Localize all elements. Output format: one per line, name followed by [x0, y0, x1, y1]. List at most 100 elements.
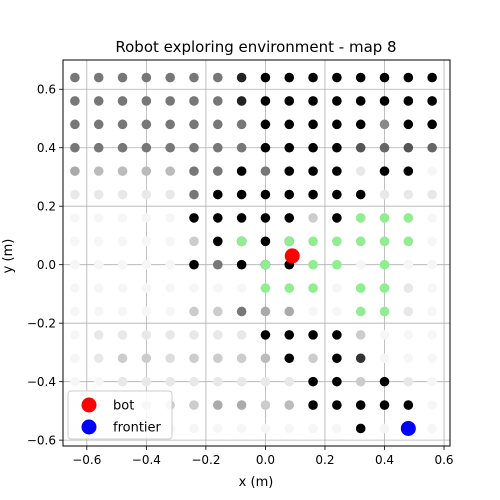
occupancy-cell: [93, 96, 104, 106]
explored-point: [403, 213, 414, 223]
occupancy-cell: [379, 376, 390, 387]
y-tick-label: 0.0: [37, 258, 56, 272]
occupancy-cell: [308, 96, 318, 106]
occupancy-cell: [117, 236, 128, 247]
occupancy-cell: [165, 283, 175, 293]
occupancy-cell: [284, 213, 295, 223]
occupancy-cell: [70, 236, 80, 247]
occupancy-cell: [117, 353, 128, 364]
occupancy-cell: [189, 72, 199, 83]
chart-title: Robot exploring environment - map 8: [115, 38, 396, 56]
occupancy-cell: [213, 306, 223, 317]
occupancy-cell: [213, 166, 223, 176]
explored-point: [260, 283, 271, 293]
occupancy-cell: [332, 119, 342, 130]
occupancy-cell: [213, 142, 223, 153]
occupancy-cell: [403, 72, 414, 83]
explored-point: [403, 236, 414, 247]
occupancy-cell: [213, 376, 223, 387]
occupancy-cell: [117, 72, 128, 83]
occupancy-cell: [332, 72, 342, 83]
occupancy-cell: [427, 306, 437, 317]
occupancy-cell: [355, 376, 366, 387]
occupancy-cell: [332, 96, 342, 106]
occupancy-cell: [93, 142, 104, 153]
occupancy-cell: [403, 166, 414, 176]
occupancy-cell: [284, 306, 295, 317]
occupancy-cell: [189, 189, 199, 200]
occupancy-cell: [403, 330, 414, 340]
occupancy-cell: [379, 119, 390, 130]
occupancy-cell: [213, 283, 223, 293]
occupancy-cell: [260, 353, 271, 364]
occupancy-cell: [236, 166, 247, 176]
occupancy-cell: [213, 400, 223, 410]
explored-point: [379, 213, 390, 223]
occupancy-cell: [427, 376, 437, 387]
occupancy-cell: [70, 213, 80, 223]
occupancy-cell: [260, 72, 271, 83]
y-tick-label: 0.4: [37, 141, 56, 155]
occupancy-cell: [236, 72, 247, 83]
occupancy-cell: [93, 330, 104, 340]
occupancy-cell: [213, 96, 223, 106]
frontier-marker: [400, 420, 416, 436]
occupancy-cell: [236, 353, 247, 364]
occupancy-cell: [236, 400, 247, 410]
occupancy-cell: [93, 236, 104, 247]
occupancy-cell: [355, 119, 366, 130]
occupancy-cell: [93, 259, 104, 270]
occupancy-cell: [308, 353, 318, 364]
occupancy-cell: [403, 259, 414, 270]
occupancy-cell: [308, 330, 318, 340]
legend-label-bot: bot: [113, 399, 134, 414]
occupancy-cell: [189, 330, 199, 340]
x-axis-label: x (m): [239, 475, 274, 490]
occupancy-cell: [308, 166, 318, 176]
occupancy-cell: [308, 376, 318, 387]
x-axis-ticks: −0.6 −0.4 −0.2 0.0 0.2 0.4 0.6: [72, 446, 454, 467]
occupancy-cell: [213, 353, 223, 364]
occupancy-cell: [403, 119, 414, 130]
occupancy-cell: [93, 353, 104, 364]
occupancy-cell: [427, 166, 437, 176]
occupancy-cell: [332, 423, 342, 434]
occupancy-cell: [332, 166, 342, 176]
explored-point: [236, 236, 247, 247]
occupancy-cell: [260, 142, 271, 153]
y-tick-label: −0.4: [27, 375, 56, 389]
occupancy-cell: [236, 306, 247, 317]
occupancy-cell: [189, 423, 199, 434]
occupancy-cell: [403, 376, 414, 387]
occupancy-cell: [308, 213, 318, 223]
green-points: [236, 213, 414, 317]
occupancy-cell: [70, 306, 80, 317]
occupancy-cell: [284, 330, 295, 340]
occupancy-cell: [117, 166, 128, 176]
y-tick-label: −0.6: [27, 434, 56, 448]
occupancy-cell: [355, 166, 366, 176]
occupancy-cell: [379, 189, 390, 200]
occupancy-cell: [189, 142, 199, 153]
occupancy-cell: [70, 376, 80, 387]
occupancy-cell: [189, 119, 199, 130]
occupancy-cell: [379, 166, 390, 176]
occupancy-cell: [355, 423, 366, 434]
occupancy-cell: [213, 72, 223, 83]
occupancy-cells: [70, 72, 437, 434]
y-tick-label: 0.2: [37, 200, 56, 214]
plot-area-frame: [62, 59, 451, 447]
occupancy-cell: [427, 353, 437, 364]
x-tick-label: 0.4: [375, 453, 394, 467]
explored-point: [355, 306, 366, 317]
occupancy-cell: [260, 400, 271, 410]
occupancy-cell: [332, 353, 342, 364]
occupancy-cell: [332, 189, 342, 200]
explored-point: [355, 283, 366, 293]
occupancy-cell: [308, 142, 318, 153]
occupancy-cell: [70, 283, 80, 293]
occupancy-cell: [260, 330, 271, 340]
occupancy-cell: [379, 423, 390, 434]
occupancy-cell: [355, 189, 366, 200]
